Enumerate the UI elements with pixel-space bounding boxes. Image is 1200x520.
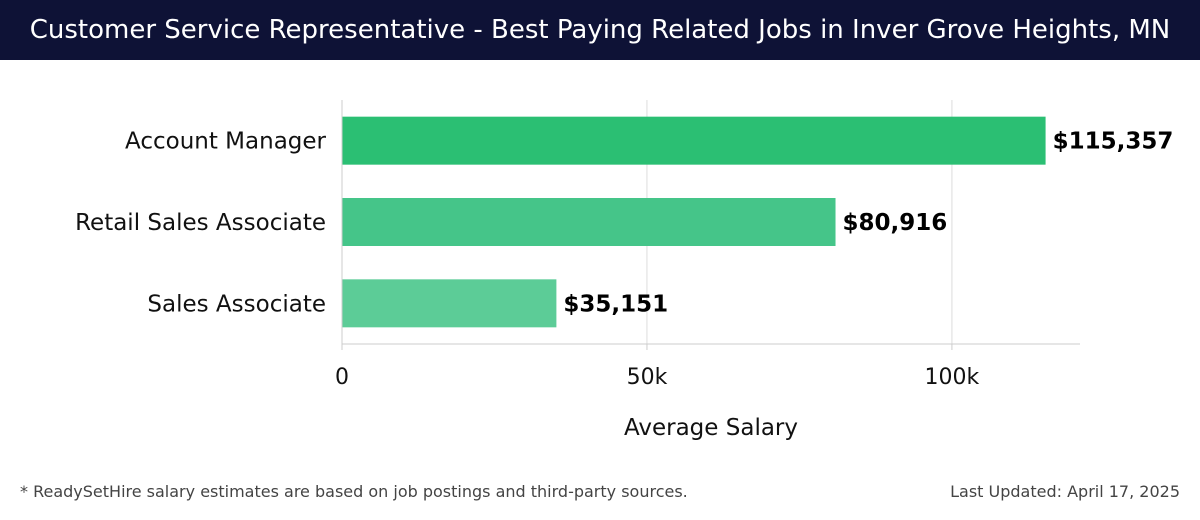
bar-value-label: $35,151 (563, 291, 668, 317)
category-label: Retail Sales Associate (75, 210, 326, 236)
chart-header: Customer Service Representative - Best P… (0, 0, 1200, 60)
x-tick-label: 50k (627, 365, 668, 390)
bar (342, 198, 836, 246)
chart-title: Customer Service Representative - Best P… (29, 15, 1171, 45)
x-tick-label: 0 (335, 365, 349, 390)
bar-chart: $115,357 $80,916 $35,151 0 50k 100k Account M… (75, 100, 1174, 441)
x-axis-title: Average Salary (624, 415, 798, 441)
bar-value-label: $115,357 (1053, 129, 1174, 155)
footer-note: * ReadySetHire salary estimates are base… (20, 482, 688, 501)
category-label: Account Manager (125, 129, 327, 155)
x-tick-label: 100k (925, 365, 980, 390)
axis-layer: 0 50k 100k Account Manager Retail Sales Asso… (75, 100, 1080, 390)
category-label: Sales Associate (147, 291, 326, 317)
bar (342, 279, 557, 328)
bar (342, 116, 1046, 165)
bar-value-label: $80,916 (843, 210, 948, 236)
last-updated: Last Updated: April 17, 2025 (950, 482, 1180, 501)
bar-layer: $115,357 $80,916 $35,151 (342, 116, 1174, 328)
